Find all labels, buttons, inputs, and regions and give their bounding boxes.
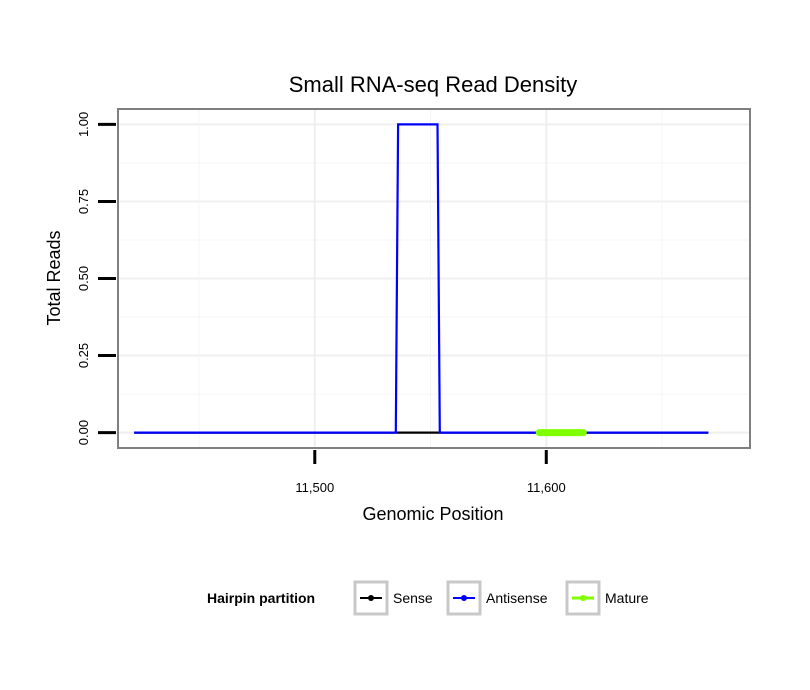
legend-item-antisense: Antisense (446, 580, 548, 616)
y-axis-title: Total Reads (44, 230, 64, 325)
legend: Hairpin partition Sense Antisense Mature (207, 580, 649, 616)
y-tick-label: 0.00 (76, 420, 91, 445)
legend-title: Hairpin partition (207, 590, 315, 606)
plot-series (134, 123, 709, 437)
legend-key-point (461, 595, 467, 601)
legend-label: Sense (393, 590, 433, 606)
legend-label: Mature (605, 590, 649, 606)
x-tick-label: 11,600 (527, 480, 566, 495)
legend-items: Sense Antisense Mature (353, 580, 649, 616)
legend-key-point (580, 595, 586, 601)
y-tick-label: 0.75 (76, 189, 91, 214)
series-line-antisense (134, 123, 709, 434)
y-tick-label: 0.50 (76, 266, 91, 291)
chart-title: Small RNA-seq Read Density (289, 72, 578, 97)
x-tick-label: 11,500 (295, 480, 334, 495)
legend-item-mature: Mature (565, 580, 649, 616)
y-tick-label: 0.25 (76, 343, 91, 368)
x-axis-title: Genomic Position (362, 504, 503, 524)
legend-key-point (368, 595, 374, 601)
y-tick-label: 1.00 (76, 112, 91, 137)
legend-label: Antisense (486, 590, 548, 606)
plot-border (117, 108, 751, 449)
axis-ticks: 11,500 11,600 0.00 0.25 0.50 0.75 1.00 (76, 112, 566, 495)
legend-item-sense: Sense (353, 580, 433, 616)
